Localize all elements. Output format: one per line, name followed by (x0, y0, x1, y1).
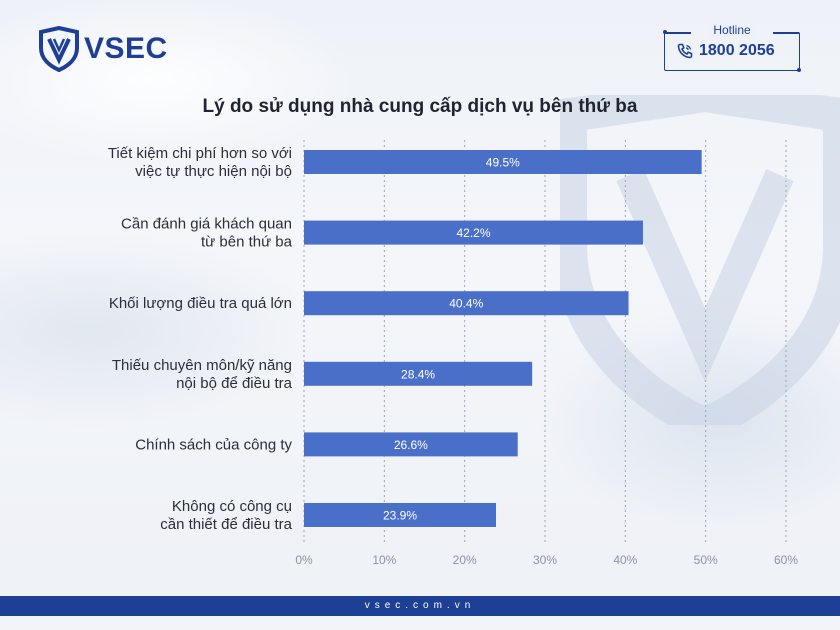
bar (304, 150, 702, 174)
footer-website[interactable]: vsec.com.vn (364, 600, 476, 611)
bar (304, 503, 496, 527)
x-tick-label: 30% (533, 553, 557, 567)
category-label: Không có công cụ (172, 498, 292, 515)
bar-value-label: 26.6% (394, 438, 428, 452)
hotline-box: Hotline 1800 2056 (663, 23, 801, 72)
category-label: nội bộ để điều tra (176, 375, 293, 392)
phone-icon (677, 43, 693, 59)
bar-chart: 0% 10% 20% 30% 40% 50% 60% 49.5% Tiết kiệm chi p… (108, 140, 798, 567)
x-tick-label: 10% (372, 553, 396, 567)
chart-title: Lý do sử dụng nhà cung cấp dịch vụ bên t… (202, 96, 638, 117)
bar (304, 220, 644, 245)
hotline-label: Hotline (708, 23, 756, 37)
category-label: Thiếu chuyên môn/kỹ năng (112, 357, 292, 374)
x-tick-label: 60% (774, 553, 798, 567)
category-label: việc tự thực hiện nội bộ (135, 163, 292, 180)
category-label: Khối lượng điều tra quá lớn (109, 295, 292, 312)
footer-bar: vsec.com.vn (0, 596, 840, 616)
hotline-number: 1800 2056 (699, 42, 775, 59)
bar-value-label: 23.9% (383, 509, 417, 523)
x-tick-label: 50% (694, 553, 718, 567)
x-tick-label: 40% (613, 553, 637, 567)
bar (304, 291, 629, 316)
vsec-logo: VSEC (38, 26, 168, 72)
category-label: từ bên thứ ba (201, 234, 293, 251)
x-tick-label: 0% (295, 553, 313, 567)
bar-value-label: 40.4% (449, 297, 483, 311)
bar-value-label: 42.2% (456, 226, 490, 240)
brand-name: VSEC (84, 32, 168, 65)
category-label: Tiết kiệm chi phí hơn so với (108, 145, 292, 162)
bar (304, 432, 518, 457)
shield-logo-icon (39, 26, 79, 72)
category-label: Cần đánh giá khách quan (121, 216, 292, 233)
category-label: cần thiết để điều tra (160, 516, 292, 533)
bar (304, 361, 533, 386)
footer-strip (0, 616, 840, 630)
bar-value-label: 49.5% (486, 156, 520, 170)
x-tick-label: 20% (453, 553, 477, 567)
background-shield-watermark (560, 95, 840, 425)
bar-value-label: 28.4% (401, 367, 435, 381)
category-label: Chính sách của công ty (135, 436, 292, 453)
